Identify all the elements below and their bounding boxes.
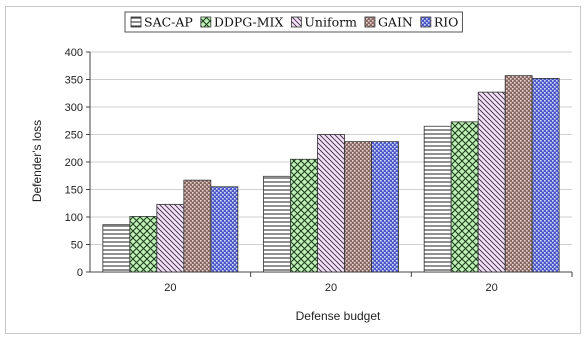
bar-sac-ap-3: [423, 125, 452, 273]
bar-gain-1: [183, 179, 212, 273]
bar-rio-3: [531, 78, 560, 273]
legend-label: GAIN: [378, 15, 413, 30]
legend-label: DDPG-MIX: [214, 15, 284, 30]
x-tick-label: 20: [486, 282, 498, 294]
y-tick-label: 100: [65, 212, 83, 224]
legend: SAC-AP DDPG-MIX Uniform GAIN RIO: [124, 11, 463, 33]
bar-sac-ap-1: [102, 224, 131, 273]
bar-uniform-3: [477, 91, 506, 273]
legend-swatch: [420, 16, 432, 28]
bar-ddpg-mix-2: [290, 158, 318, 273]
bar-sac-ap-2: [263, 175, 291, 273]
bar-gain-2: [344, 141, 372, 273]
bar-ddpg-mix-3: [450, 121, 479, 273]
y-tick-label: 150: [65, 185, 83, 197]
bar-rio-1: [210, 186, 239, 273]
y-axis-label: Defender's loss: [30, 120, 44, 202]
y-tick-label: 350: [65, 75, 83, 87]
x-tick-label: 20: [325, 282, 337, 294]
legend-swatch: [364, 16, 376, 28]
x-axis-label: Defense budget: [296, 309, 381, 323]
y-tick-label: 400: [65, 47, 83, 59]
chart-frame: [5, 6, 581, 334]
bar-uniform-2: [317, 134, 345, 273]
y-tick-label: 0: [77, 267, 83, 279]
legend-label: RIO: [434, 15, 459, 30]
legend-swatch: [290, 16, 302, 28]
tick-labels: 0 50 100 150 200 250 300 350 400 20 20 20: [65, 47, 498, 294]
bar-ddpg-mix-1: [129, 216, 158, 273]
legend-label: Uniform: [304, 15, 357, 30]
legend-swatch: [200, 16, 212, 28]
legend-swatch: [130, 16, 142, 28]
bar-rio-2: [371, 141, 399, 273]
y-tick-label: 50: [71, 240, 83, 252]
bar-uniform-1: [156, 203, 185, 273]
y-tick-label: 250: [65, 130, 83, 142]
x-tick-label: 20: [164, 282, 176, 294]
y-tick-label: 300: [65, 102, 83, 114]
y-tick-label: 200: [65, 157, 83, 169]
bars: [102, 75, 560, 273]
legend-label: SAC-AP: [144, 15, 193, 30]
bar-gain-3: [504, 75, 533, 273]
